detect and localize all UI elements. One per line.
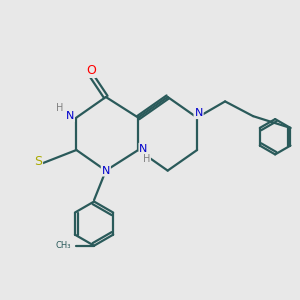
Text: S: S <box>34 155 42 168</box>
Text: H: H <box>56 103 63 113</box>
Text: CH₃: CH₃ <box>56 241 71 250</box>
Text: O: O <box>86 64 96 77</box>
Text: N: N <box>66 111 74 121</box>
Text: N: N <box>139 143 148 154</box>
Text: N: N <box>194 108 203 118</box>
Text: N: N <box>102 166 110 176</box>
Text: H: H <box>143 154 150 164</box>
